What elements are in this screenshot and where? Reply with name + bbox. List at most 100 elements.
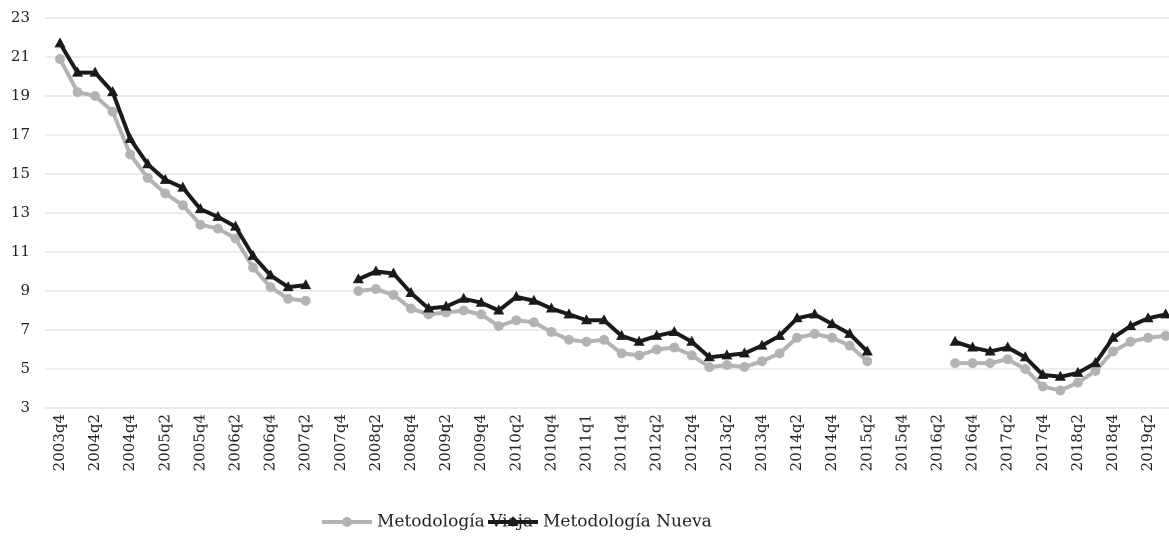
point [774,329,786,340]
x-tick-label: 2010q2 [506,414,524,471]
point [265,269,277,280]
y-tick-label: 13 [11,203,30,221]
point [581,314,592,325]
point [546,326,557,337]
point [703,351,715,362]
point [72,87,83,98]
point [792,332,803,343]
point [440,300,452,311]
legend-label: Metodología Nueva [543,512,712,532]
point [124,132,136,143]
point [142,172,153,183]
point [967,341,979,352]
point [511,315,522,326]
x-tick-label: 2007q4 [331,414,349,471]
x-tick-label: 2015q2 [857,414,875,471]
point [616,329,628,340]
point [212,223,223,234]
x-tick-label: 2017q2 [998,414,1016,471]
x-tick-label: 2012q2 [647,414,665,471]
x-tick-label: 2007q2 [296,414,314,471]
x-tick-label: 2009q4 [471,414,489,471]
point [142,158,154,169]
point [809,328,820,339]
y-tick-label: 17 [11,125,30,143]
point [458,305,469,316]
point [950,358,961,369]
point [230,220,241,231]
point [387,267,399,278]
point [774,348,785,359]
point [423,302,435,313]
point [633,335,645,346]
point [528,294,540,305]
point [862,356,873,367]
point [388,289,399,300]
x-tick-label: 2004q4 [120,414,138,471]
x-tick-label: 2005q2 [155,414,173,471]
point [967,358,978,369]
legend-marker [342,517,352,527]
point [721,349,733,360]
point [1160,330,1169,341]
point [55,53,65,64]
point [686,350,697,361]
x-tick-label: 2011q1 [577,414,595,471]
point [1002,354,1013,365]
point [738,347,750,358]
y-tick-label: 5 [20,359,30,377]
x-tick-label: 2008q4 [401,414,419,471]
point [510,290,522,301]
point [160,188,171,199]
point [493,321,504,332]
point [651,329,663,340]
legend-marker [507,516,519,526]
x-tick-label: 2013q2 [717,414,735,471]
point [370,284,381,295]
point [107,86,119,97]
point [406,303,416,314]
point [599,334,610,345]
point [528,317,539,328]
point [247,249,259,260]
x-tick-label: 2016q4 [963,414,981,471]
point [300,295,311,306]
x-tick-label: 2013q4 [752,414,770,471]
x-tick-label: 2005q4 [190,414,208,471]
y-tick-label: 3 [20,398,30,416]
point [861,345,873,356]
point [107,106,118,117]
point [668,325,680,336]
point [563,308,575,319]
point [581,336,592,347]
point [72,66,84,77]
point [634,350,645,361]
point [756,339,768,350]
y-tick-label: 21 [11,47,30,65]
point [826,318,838,329]
point [1054,370,1066,381]
x-tick-label: 2004q2 [85,414,103,471]
series-line [58,58,1166,393]
point [1125,320,1137,331]
point [545,302,557,313]
x-tick-label: 2003q4 [50,414,68,471]
point [669,342,680,353]
point [1055,385,1066,396]
y-tick-label: 7 [20,320,30,338]
point [844,340,855,351]
x-tick-label: 2018q4 [1103,414,1121,471]
x-tick-label: 2014q2 [787,414,805,471]
point [739,362,750,373]
point [827,332,838,343]
point [1125,336,1136,347]
point [721,360,732,371]
point [704,362,715,373]
x-tick-label: 2017q4 [1033,414,1051,471]
point [195,219,206,230]
x-tick-label: 2019q2 [1138,414,1156,471]
point [493,304,505,315]
point [475,296,487,307]
x-tick-label: 2009q2 [436,414,454,471]
